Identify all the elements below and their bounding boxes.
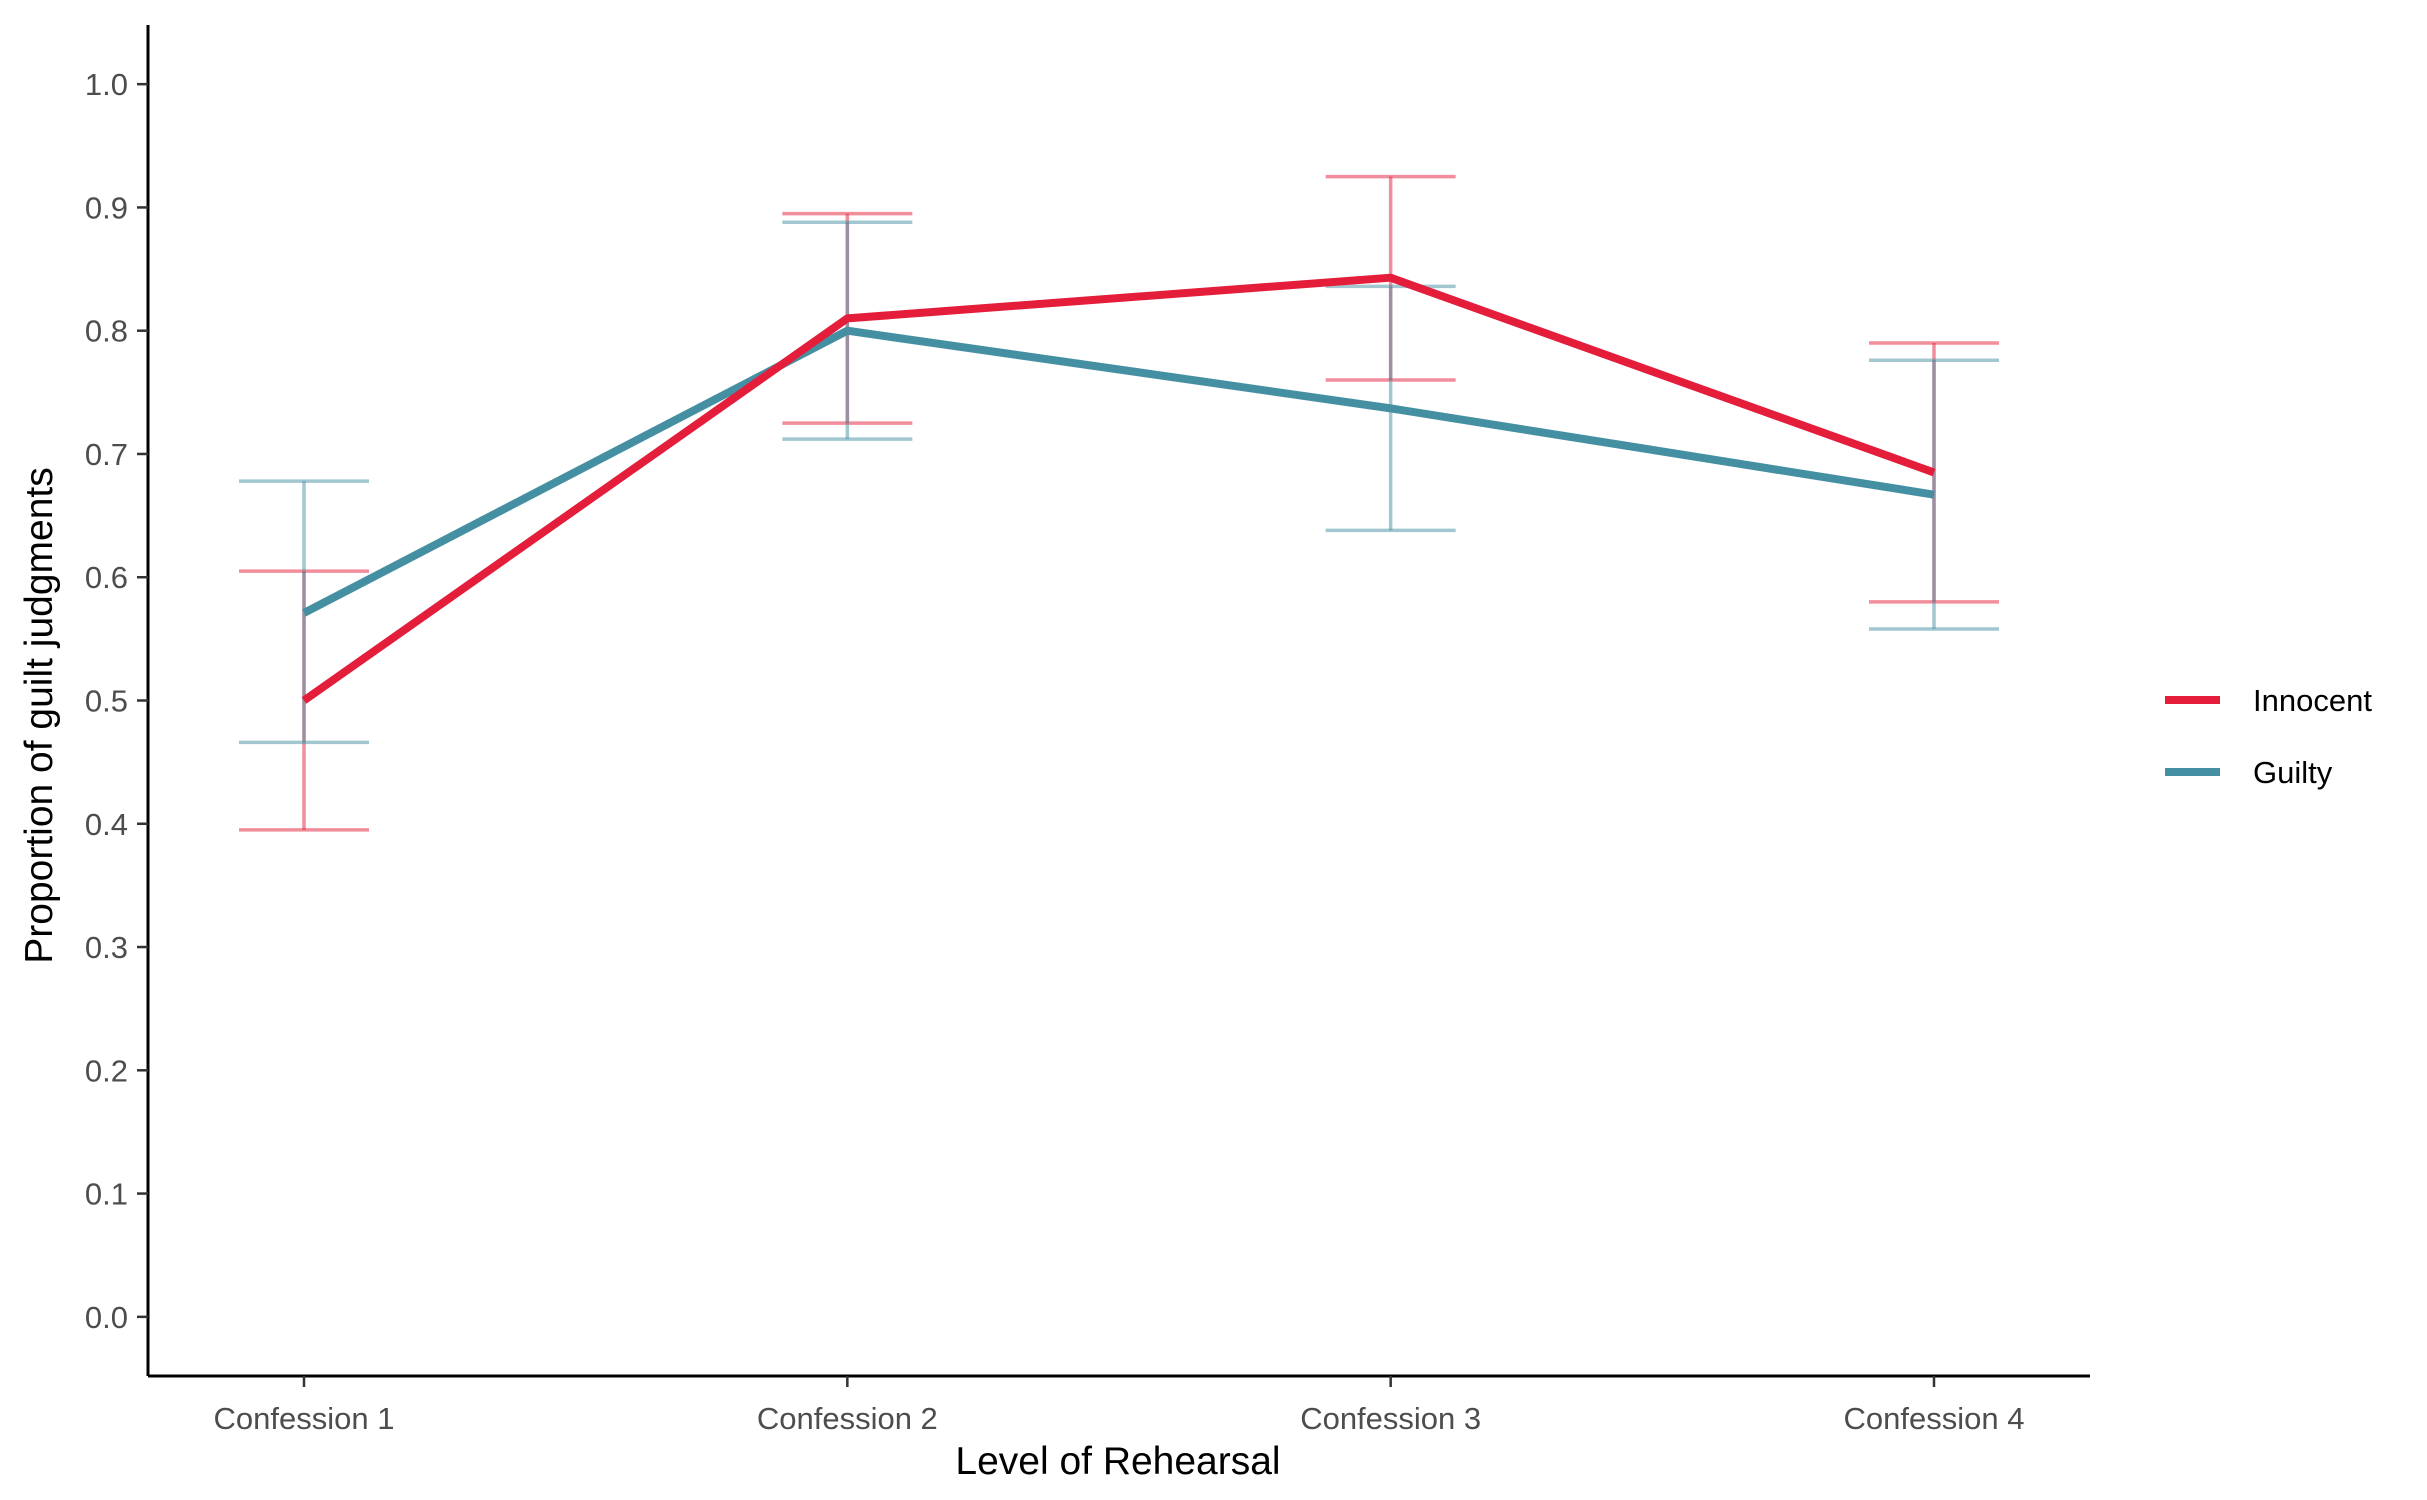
y-tick-label: 0.7 bbox=[85, 437, 128, 472]
y-tick-label: 0.2 bbox=[85, 1053, 128, 1088]
x-tick-label: Confession 4 bbox=[1844, 1401, 2025, 1436]
error-bars bbox=[239, 174, 1999, 832]
y-tick-label: 0.6 bbox=[85, 560, 128, 595]
y-axis-title: Proportion of guilt judgments bbox=[18, 467, 61, 963]
legend-item-innocent: Innocent bbox=[2165, 683, 2372, 718]
legend-label: Guilty bbox=[2253, 755, 2333, 790]
legend-item-guilty: Guilty bbox=[2165, 755, 2333, 790]
y-tick-label: 0.1 bbox=[85, 1177, 128, 1212]
y-tick-label: 0.8 bbox=[85, 314, 128, 349]
series-line-guilty bbox=[302, 326, 1935, 617]
y-tick-label: 0.0 bbox=[85, 1300, 128, 1335]
y-tick-label: 0.9 bbox=[85, 190, 128, 225]
legend: Innocent Guilty bbox=[2165, 683, 2372, 790]
y-tick-label: 1.0 bbox=[85, 67, 128, 102]
x-tick-label: Confession 1 bbox=[214, 1401, 395, 1436]
axes: 0.0 0.1 0.2 0.3 0.4 0.5 0.6 0.7 0.8 0.9 1.0 Confes… bbox=[85, 25, 2090, 1436]
legend-label: Innocent bbox=[2253, 683, 2372, 718]
y-ticks: 0.0 0.1 0.2 0.3 0.4 0.5 0.6 0.7 0.8 0.9 1.0 bbox=[85, 67, 148, 1335]
x-axis-title: Level of Rehearsal bbox=[955, 1440, 1280, 1483]
y-tick-label: 0.5 bbox=[85, 684, 128, 719]
series-lines bbox=[301, 273, 1936, 704]
x-tick-label: Confession 3 bbox=[1300, 1401, 1481, 1436]
y-tick-label: 0.3 bbox=[85, 930, 128, 965]
x-tick-label: Confession 2 bbox=[757, 1401, 938, 1436]
y-tick-label: 0.4 bbox=[85, 807, 128, 842]
series-line-innocent bbox=[301, 273, 1936, 704]
x-ticks: Confession 1 Confession 2 Confession 3 Conf… bbox=[214, 1376, 2025, 1436]
